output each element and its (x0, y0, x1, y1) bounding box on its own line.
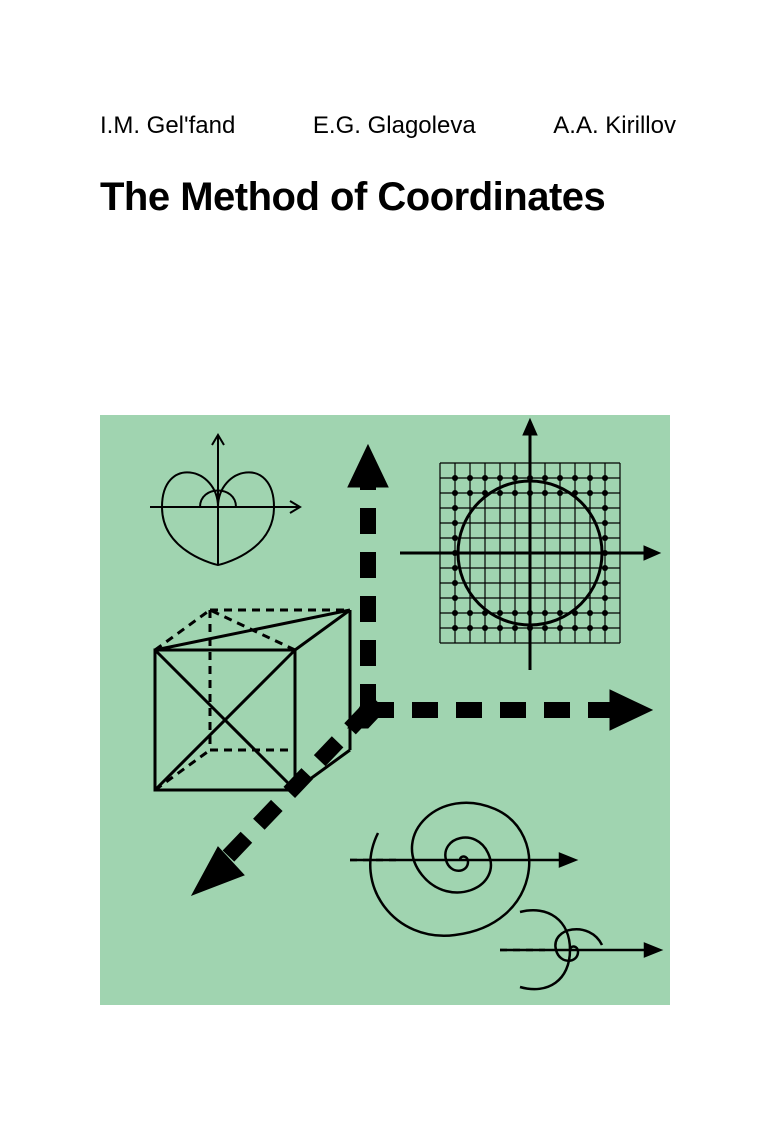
central-3d-axes (192, 445, 652, 895)
cardioid-plot (150, 435, 300, 565)
book-cover: I.M. Gel'fand E.G. Glagoleva A.A. Kirill… (0, 0, 766, 1148)
book-title: The Method of Coordinates (100, 175, 605, 220)
author-2: E.G. Glagoleva (313, 112, 476, 140)
spiral-large (350, 803, 575, 936)
cover-illustration (100, 415, 670, 1005)
author-1: I.M. Gel'fand (100, 112, 235, 140)
cover-svg (100, 415, 670, 1005)
spiral-small (500, 910, 660, 989)
author-3: A.A. Kirillov (553, 112, 676, 140)
grid-circle-plot (400, 419, 660, 670)
author-line: I.M. Gel'fand E.G. Glagoleva A.A. Kirill… (100, 112, 676, 140)
cube-wireframe (155, 610, 350, 790)
